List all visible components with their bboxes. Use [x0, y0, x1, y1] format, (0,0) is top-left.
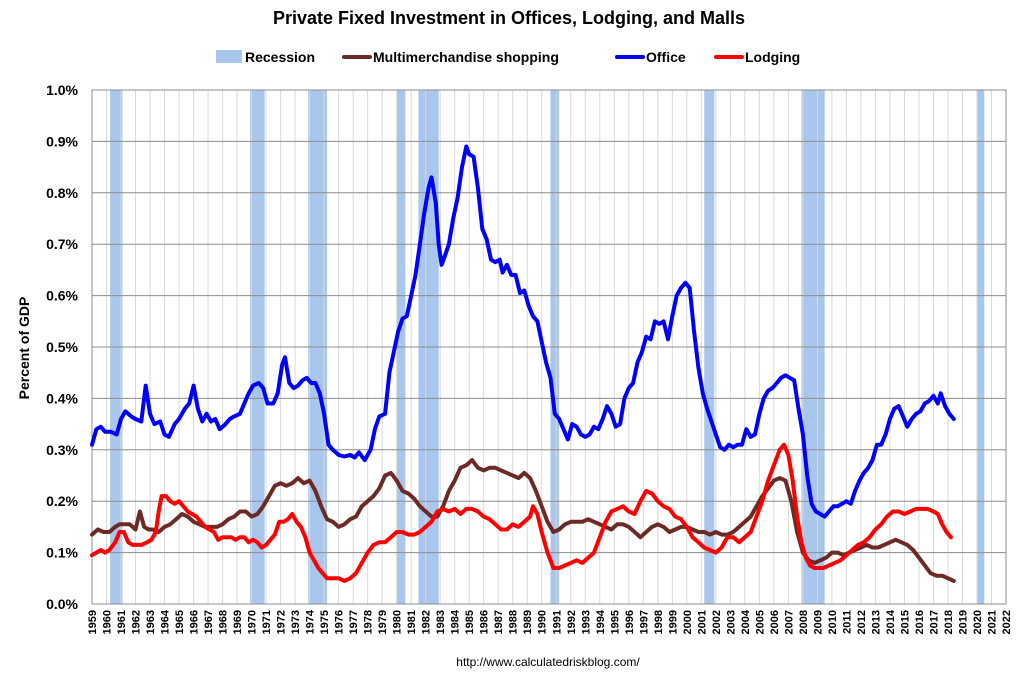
- x-tick-label: 1993: [580, 610, 592, 634]
- x-tick-label: 2000: [682, 610, 694, 634]
- x-tick-label: 2010: [827, 610, 839, 634]
- x-tick-label: 1978: [363, 610, 375, 634]
- x-tick-label: 1976: [334, 610, 346, 634]
- x-tick-label: 1989: [522, 610, 534, 634]
- x-tick-label: 2015: [899, 610, 911, 634]
- x-tick-label: 1987: [493, 610, 505, 634]
- y-tick-label: 0.2%: [46, 493, 78, 509]
- legend: Recession Multimerchandise shopping Office…: [216, 49, 800, 65]
- x-tick-label: 1980: [392, 610, 404, 634]
- x-tick-label: 1961: [116, 610, 128, 634]
- x-tick-label: 1983: [435, 610, 447, 634]
- x-tick-label: 1968: [218, 610, 230, 634]
- x-tick-label: 2005: [754, 610, 766, 634]
- legend-label-office: Office: [646, 49, 686, 65]
- x-tick-label: 2021: [986, 610, 998, 634]
- source-label: http://www.calculatedriskblog.com/: [456, 655, 640, 669]
- x-tick-label: 2006: [769, 610, 781, 634]
- x-tick-label: 1964: [160, 609, 172, 634]
- x-tick-label: 2017: [928, 610, 940, 634]
- y-tick-label: 0.5%: [46, 339, 78, 355]
- y-tick-label: 0.8%: [46, 185, 78, 201]
- x-tick-label: 2014: [885, 609, 897, 634]
- x-tick-label: 1973: [290, 610, 302, 634]
- y-tick-label: 0.1%: [46, 545, 78, 561]
- x-tick-label: 2009: [812, 610, 824, 634]
- y-tick-label: 0.9%: [46, 133, 78, 149]
- x-tick-label: 1994: [595, 609, 607, 634]
- x-tick-label: 1997: [638, 610, 650, 634]
- series-line-office: [90, 144, 956, 519]
- x-tick-label: 2019: [957, 610, 969, 634]
- x-tick-label: 1974: [305, 609, 317, 634]
- x-tick-label: 2002: [711, 610, 723, 634]
- plot-border: [91, 89, 1007, 605]
- x-tick-label: 2004: [740, 609, 752, 634]
- legend-label-recession: Recession: [245, 49, 315, 65]
- x-tick-label: 1998: [653, 610, 665, 634]
- x-tick-label: 1966: [189, 610, 201, 634]
- x-tick-label: 1996: [624, 610, 636, 634]
- x-tick-label: 2013: [870, 610, 882, 634]
- y-tick-label: 0.6%: [46, 288, 78, 304]
- y-tick-label: 1.0%: [46, 82, 78, 98]
- legend-label-multimerchandise-shopping: Multimerchandise shopping: [373, 49, 559, 65]
- x-tick-label: 1977: [348, 610, 360, 634]
- legend-label-lodging: Lodging: [745, 49, 800, 65]
- x-tick-label: 2003: [725, 610, 737, 634]
- y-tick-label: 0.0%: [46, 596, 78, 612]
- x-tick-label: 1982: [421, 610, 433, 634]
- x-tick-label: 1981: [406, 610, 418, 634]
- y-tick-label: 0.3%: [46, 442, 78, 458]
- x-tick-label: 1991: [551, 610, 563, 634]
- x-tick-label: 1999: [667, 610, 679, 634]
- y-tick-label: 0.4%: [46, 390, 78, 406]
- x-tick-label: 1986: [479, 610, 491, 634]
- chart-title: Private Fixed Investment in Offices, Lod…: [273, 8, 745, 28]
- x-tick-label: 1963: [145, 610, 157, 634]
- x-tick-label: 1967: [203, 610, 215, 634]
- x-tick-label: 2016: [914, 610, 926, 634]
- x-tick-label: 1969: [232, 610, 244, 634]
- plot-area: 0.0% 0.1% 0.2% 0.3% 0.4% 0.5% 0.6% 0.7% 0.8% 0.9%…: [46, 82, 1013, 634]
- x-tick-label: 2007: [783, 610, 795, 634]
- x-tick-label: 1995: [609, 610, 621, 634]
- y-tick-label: 0.7%: [46, 236, 78, 252]
- x-tick-label: 1992: [566, 610, 578, 634]
- x-tick-label: 2012: [856, 610, 868, 634]
- x-tick-label: 2008: [798, 610, 810, 634]
- x-tick-label: 2018: [943, 610, 955, 634]
- x-tick-label: 1962: [131, 610, 143, 634]
- y-axis-label: Percent of GDP: [16, 297, 32, 400]
- x-tick-label: 2022: [1001, 610, 1013, 634]
- x-tick-label: 1965: [174, 610, 186, 634]
- x-tick-label: 1990: [537, 610, 549, 634]
- legend-swatch-recession: [216, 50, 242, 63]
- series-line-lodging: [90, 442, 953, 583]
- x-tick-label: 1960: [102, 610, 114, 634]
- x-tick-label: 2020: [972, 610, 984, 634]
- x-tick-label: 2011: [841, 610, 853, 634]
- x-tick-label: 2001: [696, 610, 708, 634]
- x-tick-label: 1988: [508, 610, 520, 634]
- x-tick-label: 1971: [261, 610, 273, 634]
- x-tick-label: 1984: [450, 609, 462, 634]
- x-tick-label: 1979: [377, 610, 389, 634]
- x-tick-label: 1985: [464, 610, 476, 634]
- x-tick-label: 1970: [247, 610, 259, 634]
- x-tick-label: 1972: [276, 610, 288, 634]
- x-tick-label: 1975: [319, 610, 331, 634]
- x-tick-label: 1959: [87, 610, 99, 634]
